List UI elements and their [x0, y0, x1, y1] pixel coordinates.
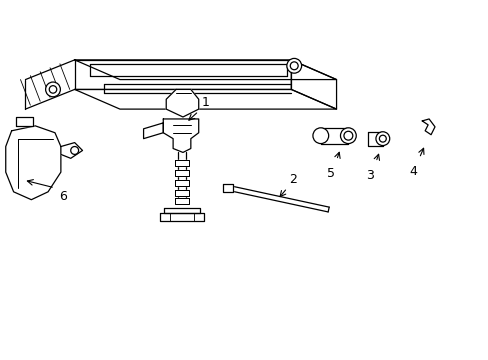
Polygon shape [175, 160, 188, 166]
Polygon shape [166, 89, 198, 117]
Circle shape [379, 135, 386, 142]
Polygon shape [163, 119, 198, 152]
Circle shape [375, 132, 389, 145]
Circle shape [49, 86, 57, 93]
Polygon shape [291, 60, 336, 109]
Polygon shape [175, 198, 188, 204]
Text: 2: 2 [289, 173, 297, 186]
Circle shape [312, 128, 328, 144]
Polygon shape [164, 208, 199, 213]
Polygon shape [75, 60, 336, 80]
Circle shape [290, 62, 298, 70]
Text: 5: 5 [326, 167, 334, 180]
Polygon shape [421, 119, 434, 135]
Polygon shape [6, 126, 61, 200]
Text: 4: 4 [408, 165, 416, 178]
Polygon shape [175, 170, 188, 176]
Circle shape [343, 131, 352, 140]
Polygon shape [160, 213, 203, 221]
Polygon shape [75, 89, 336, 109]
Polygon shape [320, 128, 347, 144]
Circle shape [340, 128, 356, 144]
Polygon shape [61, 143, 82, 158]
Circle shape [71, 147, 79, 154]
Polygon shape [75, 60, 291, 89]
Text: 1: 1 [201, 96, 209, 109]
Polygon shape [16, 117, 33, 126]
Polygon shape [223, 184, 233, 192]
Circle shape [286, 58, 301, 73]
Text: 3: 3 [366, 169, 373, 182]
Polygon shape [175, 180, 188, 186]
Circle shape [45, 82, 60, 97]
Polygon shape [175, 190, 188, 196]
Polygon shape [143, 123, 163, 139]
Text: 6: 6 [59, 190, 67, 203]
Polygon shape [367, 132, 382, 145]
